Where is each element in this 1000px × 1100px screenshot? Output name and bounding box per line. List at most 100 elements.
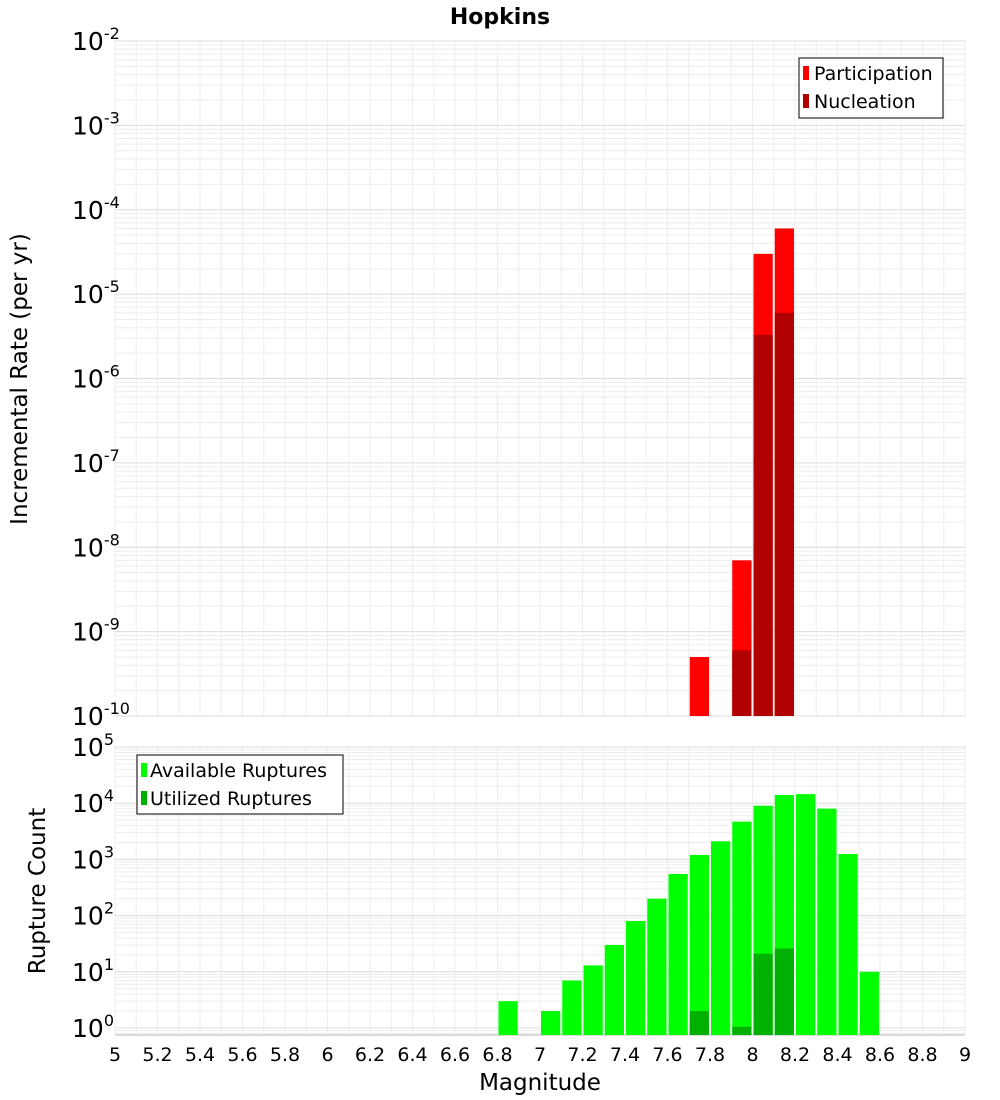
y-tick-exponent: 2	[104, 899, 114, 918]
y-tick-label: 102	[72, 899, 114, 931]
y-tick-base: 10	[72, 958, 104, 987]
x-tick-label: 9	[959, 1044, 971, 1066]
bar-utilized-ruptures	[689, 1011, 709, 1035]
count-y-axis-label: Rupture Count	[25, 808, 51, 974]
x-tick-label: 5.4	[185, 1044, 215, 1066]
y-tick-base: 10	[72, 702, 104, 731]
rate-y-ticks: 10-210-310-410-510-610-710-810-910-10	[72, 24, 130, 731]
rate-gridlines	[114, 40, 966, 717]
bar-available-ruptures	[689, 854, 709, 1035]
y-tick-base: 10	[72, 789, 104, 818]
y-tick-label: 10-2	[72, 24, 120, 56]
bar-available-ruptures	[583, 965, 603, 1035]
x-tick-label: 5.8	[270, 1044, 300, 1066]
x-tick-label: 7.8	[695, 1044, 725, 1066]
bar-utilized-ruptures	[774, 948, 794, 1035]
bar-nucleation	[753, 334, 773, 716]
nucleation-legend-label: Nucleation	[814, 91, 916, 113]
bar-available-ruptures	[541, 1011, 561, 1035]
y-tick-base: 10	[72, 902, 104, 931]
y-tick-exponent: 5	[104, 730, 114, 749]
rate-legend: Participation Nucleation	[798, 57, 944, 119]
y-tick-label: 10-3	[72, 108, 120, 140]
y-tick-label: 104	[72, 786, 114, 818]
x-tick-label: 6.8	[482, 1044, 512, 1066]
x-tick-label: 8.6	[865, 1044, 895, 1066]
y-tick-label: 10-5	[72, 277, 120, 309]
x-tick-label: 8.2	[780, 1044, 810, 1066]
y-tick-exponent: -9	[104, 615, 120, 634]
x-tick-label: 7.2	[567, 1044, 597, 1066]
count-legend: Available Ruptures Utilized Ruptures	[136, 754, 344, 815]
bar-available-ruptures	[626, 921, 646, 1035]
x-tick-label: 5.6	[227, 1044, 257, 1066]
y-tick-label: 10-4	[72, 193, 120, 225]
y-tick-exponent: 1	[104, 955, 114, 974]
y-tick-base: 10	[72, 733, 104, 762]
bar-utilized-ruptures	[732, 1026, 752, 1035]
y-tick-exponent: 3	[104, 842, 114, 861]
y-tick-base: 10	[72, 27, 104, 56]
bar-available-ruptures	[562, 980, 582, 1035]
available-legend-swatch	[141, 763, 147, 777]
bar-available-ruptures	[498, 1001, 518, 1035]
y-tick-base: 10	[72, 533, 104, 562]
participation-legend-label: Participation	[814, 63, 933, 85]
x-tick-label: 5.2	[142, 1044, 172, 1066]
y-tick-exponent: -4	[104, 193, 120, 212]
magnitude-x-ticks: 5 5.2 5.4 5.6 5.8 6 6.2 6.4 6.6 6.8 7 7.2 7.4 7.6 7.8 8…	[109, 1044, 971, 1066]
rate-panel: 10-210-310-410-510-610-710-810-910-10 Pa…	[7, 5, 966, 731]
rate-legend-box	[798, 57, 944, 119]
rate-y-axis-label: Incremental Rate (per yr)	[7, 233, 33, 525]
bar-available-ruptures	[604, 944, 624, 1035]
nucleation-legend-swatch	[803, 94, 809, 108]
y-tick-exponent: -6	[104, 362, 120, 381]
x-tick-label: 6.4	[397, 1044, 427, 1066]
chart-title: Hopkins	[450, 5, 550, 30]
y-tick-label: 100	[72, 1011, 114, 1043]
participation-legend-swatch	[803, 66, 809, 80]
bar-nucleation	[732, 650, 752, 716]
y-tick-exponent: 4	[104, 786, 114, 805]
y-tick-base: 10	[72, 449, 104, 478]
y-tick-label: 10-7	[72, 446, 120, 478]
y-tick-exponent: -5	[104, 277, 120, 296]
y-tick-label: 10-6	[72, 362, 120, 394]
y-tick-exponent: -3	[104, 108, 120, 127]
x-tick-label: 6.2	[355, 1044, 385, 1066]
y-tick-base: 10	[72, 618, 104, 647]
y-tick-label: 10-9	[72, 615, 120, 647]
x-tick-label: 7.4	[610, 1044, 640, 1066]
y-tick-exponent: 0	[104, 1011, 114, 1030]
bar-available-ruptures	[668, 873, 688, 1035]
x-tick-label: 7.6	[652, 1044, 682, 1066]
x-tick-label: 8	[746, 1044, 758, 1066]
x-axis-label: Magnitude	[479, 1070, 601, 1096]
x-tick-label: 7	[534, 1044, 546, 1066]
count-bars	[498, 794, 879, 1035]
y-tick-exponent: -2	[104, 24, 120, 43]
x-tick-label: 6	[321, 1044, 333, 1066]
utilized-legend-label: Utilized Ruptures	[150, 788, 312, 810]
utilized-legend-swatch	[141, 791, 147, 805]
bar-nucleation	[774, 312, 794, 716]
y-tick-label: 101	[72, 955, 114, 987]
rate-bars	[689, 228, 794, 716]
x-tick-label: 5	[109, 1044, 121, 1066]
x-tick-label: 8.8	[907, 1044, 937, 1066]
y-tick-label: 105	[72, 730, 114, 762]
available-legend-label: Available Ruptures	[150, 760, 327, 782]
y-tick-base: 10	[72, 365, 104, 394]
x-tick-label: 8.4	[822, 1044, 852, 1066]
bar-available-ruptures	[711, 841, 731, 1035]
y-tick-label: 103	[72, 842, 114, 874]
x-tick-label: 6.6	[440, 1044, 470, 1066]
bar-available-ruptures	[859, 971, 879, 1035]
bar-available-ruptures	[817, 808, 837, 1035]
bar-available-ruptures	[796, 794, 816, 1035]
bar-utilized-ruptures	[753, 953, 773, 1035]
y-tick-base: 10	[72, 196, 104, 225]
